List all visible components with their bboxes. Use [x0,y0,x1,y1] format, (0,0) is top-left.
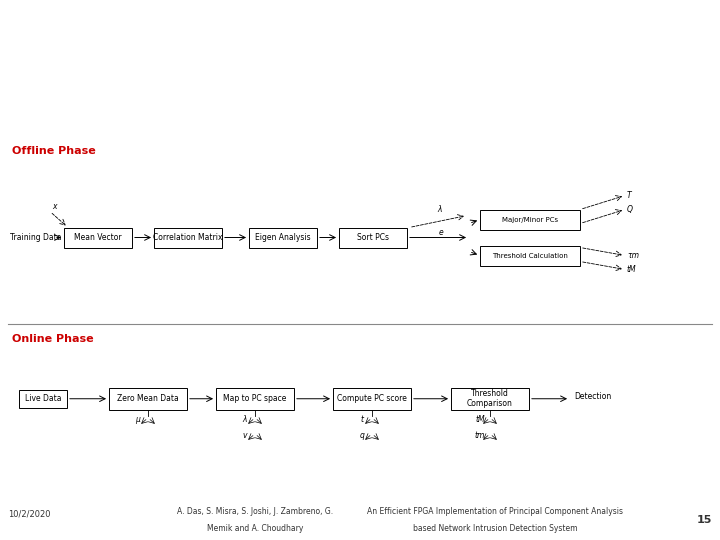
Text: Live Data: Live Data [24,394,61,403]
Text: v: v [243,431,247,440]
Text: μ: μ [135,415,140,424]
Text: Threshold Calculation: Threshold Calculation [492,253,568,259]
Text: Threshold
Comparison: Threshold Comparison [467,389,513,408]
Text: λ: λ [243,415,247,424]
Text: Q: Q [627,205,633,214]
Text: τm: τm [627,251,639,260]
Text: Memik and A. Choudhary: Memik and A. Choudhary [207,524,303,534]
FancyBboxPatch shape [333,388,411,410]
FancyBboxPatch shape [249,227,317,247]
Text: Training Data: Training Data [10,233,61,242]
FancyBboxPatch shape [480,210,580,230]
Text: Zero Mean Data: Zero Mean Data [117,394,179,403]
Text: Compute PC score: Compute PC score [337,394,407,403]
Text: Offline Phase: Offline Phase [12,146,96,156]
Text: tm: tm [474,431,485,440]
Text: A. Das, S. Misra, S. Joshi, J. Zambreno, G.: A. Das, S. Misra, S. Joshi, J. Zambreno,… [177,507,333,516]
Text: DATE 2008: DATE 2008 [14,36,77,46]
FancyBboxPatch shape [216,388,294,410]
Text: based Network Intrusion Detection System: based Network Intrusion Detection System [413,524,577,534]
Text: Overview: Overview [523,4,565,14]
FancyBboxPatch shape [154,227,222,247]
Text: q: q [359,431,364,440]
Text: Results: Results [532,56,565,64]
FancyBboxPatch shape [480,246,580,266]
Text: PCA Framework: Phases: PCA Framework: Phases [9,93,253,111]
Text: Principal Component Analysis: Principal Component Analysis [431,21,565,30]
Text: Detection: Detection [574,392,611,401]
FancyBboxPatch shape [19,390,67,408]
Text: tM: tM [627,265,636,274]
Text: An Efficient FPGA Implementation of Principal Component Analysis: An Efficient FPGA Implementation of Prin… [367,507,623,516]
Text: t: t [361,415,364,424]
Text: e: e [439,227,444,237]
Text: NORTHWESTERN: NORTHWESTERN [671,40,720,46]
FancyBboxPatch shape [109,388,187,410]
FancyBboxPatch shape [64,227,132,247]
Text: Sort PCs: Sort PCs [357,233,389,242]
Text: T: T [627,191,631,200]
Text: λ: λ [437,205,441,213]
Text: Mean Vector: Mean Vector [74,233,122,242]
Text: tM: tM [475,415,485,424]
Text: Online Phase: Online Phase [12,334,94,344]
FancyBboxPatch shape [339,227,407,247]
Text: 15: 15 [697,515,712,525]
Text: PCA Framework: PCA Framework [485,37,565,46]
Text: Major/Minor PCs: Major/Minor PCs [502,217,558,222]
Text: Map to PC space: Map to PC space [223,394,287,403]
Text: 10/2/2020: 10/2/2020 [8,510,50,518]
FancyBboxPatch shape [451,388,529,410]
Text: UNIVERSITY: UNIVERSITY [671,56,708,61]
Text: Eigen Analysis: Eigen Analysis [255,233,311,242]
Text: Correlation Matrix: Correlation Matrix [153,233,222,242]
Text: x: x [52,201,56,211]
